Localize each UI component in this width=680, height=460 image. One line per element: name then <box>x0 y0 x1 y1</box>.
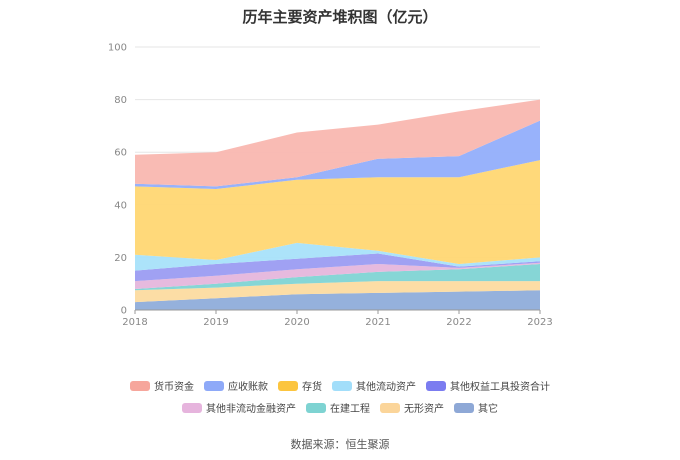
legend-label: 其他权益工具投资合计 <box>450 382 550 393</box>
y-tick-label: 0 <box>121 306 127 317</box>
legend-item[interactable]: 其他非流动金融资产 <box>182 400 296 415</box>
x-tick-label: 2019 <box>203 317 228 328</box>
y-tick-label: 40 <box>114 200 127 211</box>
area-7 <box>135 120 540 189</box>
legend-swatch <box>306 402 326 413</box>
legend-item[interactable]: 货币资金 <box>130 378 194 393</box>
area-8 <box>135 99 540 187</box>
legend-swatch <box>454 402 474 413</box>
x-tick-label: 2021 <box>365 317 390 328</box>
legend-row: 其他非流动金融资产 在建工程 无形资产 其它 <box>0 400 680 415</box>
data-source: 数据来源：恒生聚源 <box>290 438 390 451</box>
legend-swatch <box>332 380 352 391</box>
legend-label: 存货 <box>302 382 322 393</box>
legend-item[interactable]: 其他流动资产 <box>332 378 416 393</box>
legend-item[interactable]: 其它 <box>454 400 498 415</box>
area-3 <box>135 262 540 289</box>
legend-label: 其它 <box>478 404 498 415</box>
x-tick-label: 2023 <box>527 317 552 328</box>
x-tick-label: 2018 <box>122 317 147 328</box>
area-5 <box>135 242 540 271</box>
legend-swatch <box>380 402 400 413</box>
legend: 货币资金 应收账款 存货 其他流动资产 其他权益工具投资合计其他非流动金融资产 在建工程 无… <box>0 378 680 422</box>
area-6 <box>135 160 540 264</box>
legend-item[interactable]: 无形资产 <box>380 400 444 415</box>
y-tick-label: 20 <box>114 253 127 264</box>
area-series <box>135 99 540 310</box>
x-tick-label: 2020 <box>284 317 309 328</box>
axes: 0 20 40 60 80 100 2018 2019 2020 2021 2022 2023 <box>108 43 553 329</box>
area-0 <box>135 290 540 310</box>
legend-label: 应收账款 <box>228 382 268 393</box>
area-1 <box>135 281 540 303</box>
area-4 <box>135 253 540 282</box>
legend-swatch <box>204 380 224 391</box>
y-tick-label: 60 <box>114 148 127 159</box>
legend-label: 无形资产 <box>404 404 444 415</box>
area-2 <box>135 264 540 291</box>
legend-swatch <box>130 380 150 391</box>
x-tick-label: 2022 <box>446 317 471 328</box>
legend-label: 在建工程 <box>330 404 370 415</box>
legend-label: 其他流动资产 <box>356 382 416 393</box>
legend-row: 货币资金 应收账款 存货 其他流动资产 其他权益工具投资合计 <box>0 378 680 393</box>
legend-item[interactable]: 其他权益工具投资合计 <box>426 378 550 393</box>
chart-title: 历年主要资产堆积图（亿元） <box>242 8 438 26</box>
legend-swatch <box>426 380 446 391</box>
legend-swatch <box>278 380 298 391</box>
legend-item[interactable]: 存货 <box>278 378 322 393</box>
y-tick-label: 80 <box>114 95 127 106</box>
legend-label: 其他非流动金融资产 <box>206 404 296 415</box>
legend-item[interactable]: 应收账款 <box>204 378 268 393</box>
legend-item[interactable]: 在建工程 <box>306 400 370 415</box>
y-tick-label: 100 <box>108 43 127 54</box>
legend-label: 货币资金 <box>154 382 194 393</box>
legend-swatch <box>182 402 202 413</box>
